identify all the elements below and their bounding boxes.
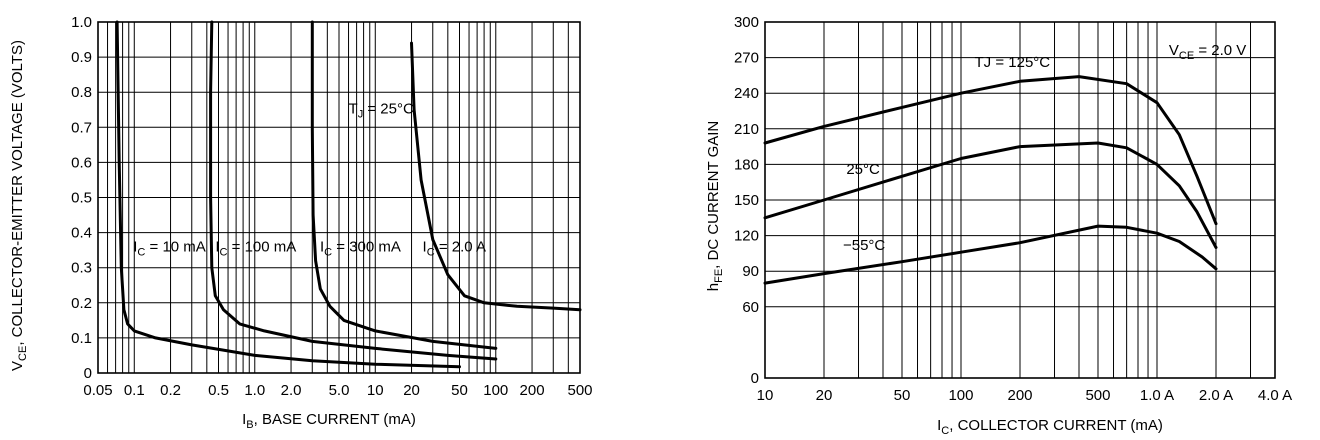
dc-gain-annotation-vce: VCE = 2.0 V [1169, 42, 1246, 62]
series-line-2 [763, 224, 1218, 285]
dc-gain-y-axis-label: hFE, DC CURRENT GAIN [705, 121, 725, 291]
y-tick-label: 270 [734, 50, 759, 67]
y-tick-label: 0 [751, 370, 759, 387]
x-tick-label: 100 [948, 387, 973, 404]
y-tick-label: 210 [734, 121, 759, 138]
saturation-plot-frame [97, 21, 581, 374]
dc-gain-x-axis-label: IC, COLLECTOR CURRENT (mA) [937, 417, 1163, 437]
series-line-0 [115, 20, 461, 369]
x-tick-label: 500 [567, 382, 592, 399]
x-tick-label: 20 [816, 387, 833, 404]
dc-gain-chart: 10 20 50 100 200 500 1.0 A 2.0 A 4.0 A 0 60 90 120 1… [705, 14, 1292, 437]
series-label-0: IC = 10 mA [133, 239, 206, 259]
y-tick-label: 0.9 [71, 49, 92, 66]
saturation-x-axis-label: IB, BASE CURRENT (mA) [242, 411, 416, 431]
dc-gain-y-tick-labels: 0 60 90 120 150 180 210 240 270 300 [734, 14, 759, 387]
x-tick-label: 200 [520, 382, 545, 399]
x-tick-label: 2.0 A [1199, 387, 1233, 404]
series-label-0: TJ = 125°C [975, 54, 1051, 71]
saturation-y-axis-label: VCE, COLLECTOR-EMITTER VOLTAGE (VOLTS) [9, 40, 29, 371]
saturation-series-labels: IC = 10 mA IC = 100 mA IC = 300 mA IC = 2.0… [133, 239, 486, 259]
x-tick-label: 100 [483, 382, 508, 399]
x-tick-label: 50 [894, 387, 911, 404]
y-tick-label: 90 [742, 263, 759, 280]
x-tick-label: 20 [403, 382, 420, 399]
y-tick-label: 240 [734, 85, 759, 102]
x-tick-label: 50 [451, 382, 468, 399]
series-label-2: −55°C [843, 237, 885, 254]
y-tick-label: 0 [84, 365, 92, 382]
x-tick-label: 0.05 [83, 382, 112, 399]
dc-gain-plot-frame [764, 21, 1276, 379]
saturation-y-tick-labels: 0 0.1 0.2 0.3 0.4 0.5 0.6 0.7 0.8 0.9 1.0 [71, 14, 92, 382]
dc-gain-curves [763, 75, 1218, 285]
y-tick-label: 0.7 [71, 119, 92, 136]
series-label-1: 25°C [846, 161, 880, 178]
y-tick-label: 0.6 [71, 154, 92, 171]
x-tick-label: 10 [757, 387, 774, 404]
x-tick-label: 0.1 [124, 382, 145, 399]
x-tick-label: 5.0 [329, 382, 350, 399]
x-tick-label: 10 [367, 382, 384, 399]
x-tick-label: 0.5 [208, 382, 229, 399]
x-tick-label: 200 [1007, 387, 1032, 404]
y-tick-label: 60 [742, 299, 759, 316]
series-label-3: IC = 2.0 A [423, 239, 486, 259]
dc-gain-grid [764, 21, 1276, 379]
series-line-2 [310, 20, 498, 350]
series-label-1: IC = 100 mA [215, 239, 296, 259]
x-tick-label: 4.0 A [1258, 387, 1292, 404]
series-label-2: IC = 300 mA [320, 239, 401, 259]
dc-gain-series-labels: TJ = 125°C 25°C −55°C [843, 54, 1050, 254]
y-tick-label: 1.0 [71, 14, 92, 31]
y-tick-label: 300 [734, 14, 759, 31]
y-tick-label: 120 [734, 228, 759, 245]
saturation-x-tick-labels: 0.05 0.1 0.2 0.5 1.0 2.0 5.0 10 20 50 100 200 500 [83, 382, 592, 399]
y-tick-label: 0.1 [71, 330, 92, 347]
y-tick-label: 180 [734, 156, 759, 173]
y-tick-label: 0.2 [71, 295, 92, 312]
x-tick-label: 1.0 A [1140, 387, 1174, 404]
series-line-3 [410, 41, 582, 312]
x-tick-label: 500 [1085, 387, 1110, 404]
y-tick-label: 0.4 [71, 225, 92, 242]
x-tick-label: 2.0 [281, 382, 302, 399]
dc-gain-x-tick-labels: 10 20 50 100 200 500 1.0 A 2.0 A 4.0 A [757, 387, 1292, 404]
saturation-grid [97, 21, 581, 374]
y-tick-label: 0.5 [71, 190, 92, 207]
saturation-annotation-tj: TJ = 25°C [349, 100, 414, 120]
saturation-chart: 0.05 0.1 0.2 0.5 1.0 2.0 5.0 10 20 50 100 200 500 00… [9, 14, 593, 431]
series-line-1 [763, 141, 1218, 249]
saturation-curves [115, 20, 582, 369]
x-tick-label: 0.2 [160, 382, 181, 399]
y-tick-label: 0.8 [71, 84, 92, 101]
y-tick-label: 150 [734, 192, 759, 209]
y-tick-label: 0.3 [71, 260, 92, 277]
series-line-1 [209, 20, 498, 361]
series-line-0 [763, 75, 1218, 226]
x-tick-label: 1.0 [244, 382, 265, 399]
